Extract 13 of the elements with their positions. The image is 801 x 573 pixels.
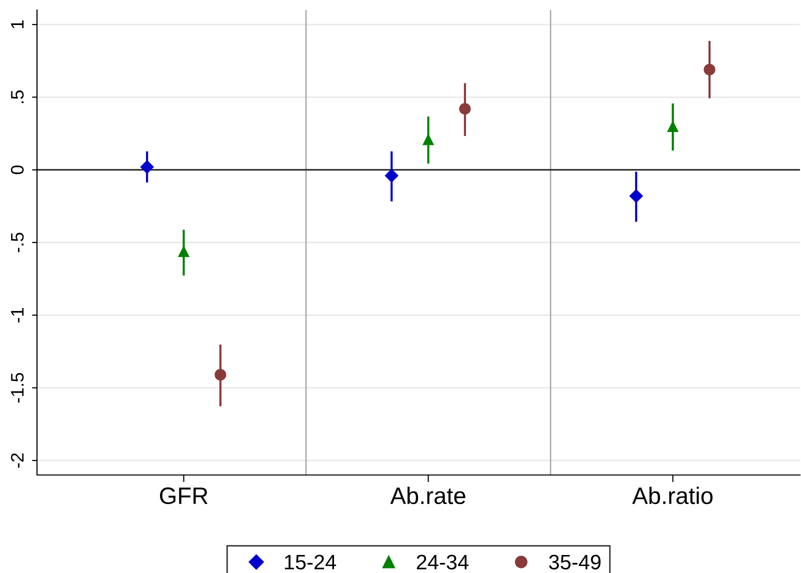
y-tick-label: 0 <box>10 166 24 174</box>
y-tick-label: 1 <box>11 20 24 28</box>
legend-label: 24-34 <box>416 554 468 570</box>
y-tick-label: -1.5 <box>11 373 24 403</box>
y-tick-label: -.5 <box>11 232 24 252</box>
legend-label: 35-49 <box>549 554 601 570</box>
x-tick-label: Ab.ratio <box>632 486 713 504</box>
x-tick-label: GFR <box>160 487 208 504</box>
legend-label: 15-24 <box>284 554 336 570</box>
y-tick-label: .5 <box>11 90 24 104</box>
y-tick-label: -1 <box>11 308 24 322</box>
y-tick-label: -2 <box>10 453 24 468</box>
x-tick-label: Ab.rate <box>390 486 466 504</box>
